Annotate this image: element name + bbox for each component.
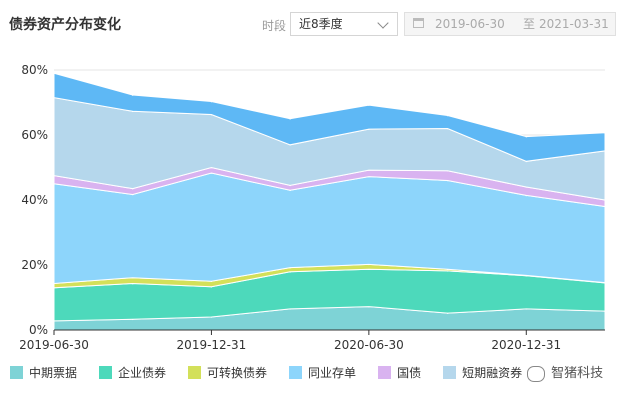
y-tick-label: 80% <box>21 63 48 77</box>
period-select[interactable]: 近8季度 <box>290 12 398 36</box>
y-tick-label: 0% <box>29 323 48 337</box>
date-end: 2021-03-31 <box>539 17 609 31</box>
watermark: 智猪科技 <box>527 362 603 382</box>
data-point <box>53 72 55 75</box>
legend-label: 国债 <box>397 366 422 380</box>
legend-label: 可转换债券 <box>207 366 268 380</box>
legend-label: 短期融资券 <box>462 366 523 380</box>
x-tick-label: 2020-12-31 <box>491 338 561 352</box>
date-separator: 至 <box>523 17 536 31</box>
page-title: 债券资产分布变化 <box>9 17 121 33</box>
series-area-6 <box>53 72 606 162</box>
wechat-icon <box>527 365 545 382</box>
legend-swatch <box>10 366 23 379</box>
period-label: 时段 <box>262 19 287 33</box>
y-tick-label: 20% <box>21 258 48 272</box>
data-point <box>368 104 370 106</box>
data-point <box>131 94 134 96</box>
date-range-picker[interactable]: 2019-06-30 至 2021-03-31 <box>404 12 616 36</box>
legend-swatch <box>99 366 113 379</box>
data-point <box>289 117 291 120</box>
calendar-icon <box>413 18 424 28</box>
x-tick-label: 2019-12-31 <box>177 338 247 352</box>
stacked-area-chart: 0% 20% 40% 60% 80% 2019-06-30 2019-12-31 2020-0… <box>19 63 606 352</box>
data-point <box>210 100 213 103</box>
axis-layer: 0% 20% 40% 60% 80% 2019-06-30 2019-12-31 2020-0… <box>19 63 605 352</box>
watermark-text: 智猪科技 <box>551 366 604 381</box>
legend-swatch <box>289 366 303 379</box>
legend-item[interactable]: 企业债券 <box>99 364 166 381</box>
legend-item[interactable]: 同业存单 <box>289 364 356 381</box>
legend-swatch <box>443 366 457 379</box>
legend-swatch <box>188 366 202 379</box>
area-layer <box>53 72 606 331</box>
legend-label: 同业存单 <box>308 366 357 380</box>
chart-legend: 中期票据 企业债券 可转换债券 同业存单 国债 短期融资券 <box>10 364 544 382</box>
legend-label: 中期票据 <box>29 366 78 380</box>
x-tick-label: 2019-06-30 <box>19 338 89 352</box>
date-start: 2019-06-30 <box>435 17 505 31</box>
y-tick-label: 60% <box>21 128 48 142</box>
legend-item[interactable]: 可转换债券 <box>188 364 267 381</box>
data-point <box>525 135 528 138</box>
y-tick-label: 40% <box>21 193 48 207</box>
x-tick-label: 2020-06-30 <box>334 338 404 352</box>
legend-item[interactable]: 短期融资券 <box>443 364 522 381</box>
legend-item[interactable]: 中期票据 <box>10 364 77 381</box>
data-point <box>604 131 606 134</box>
period-select-value: 近8季度 <box>299 17 343 31</box>
legend-swatch <box>378 366 392 379</box>
legend-label: 企业债券 <box>118 366 167 380</box>
data-point <box>446 114 449 117</box>
legend-item[interactable]: 国债 <box>378 364 421 381</box>
